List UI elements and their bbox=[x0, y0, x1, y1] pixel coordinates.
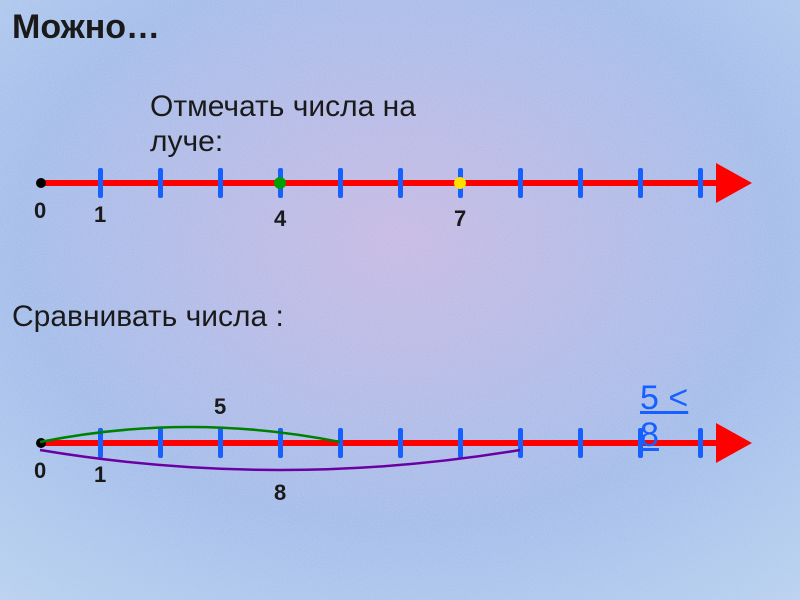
tick-mark bbox=[578, 428, 583, 458]
slide-title: Можно… bbox=[12, 8, 160, 47]
tick-mark bbox=[458, 428, 463, 458]
tick-mark bbox=[518, 168, 523, 198]
tick-mark bbox=[218, 428, 223, 458]
tick-mark bbox=[158, 168, 163, 198]
arrowhead-icon bbox=[716, 163, 752, 203]
tick-mark bbox=[338, 168, 343, 198]
axis-label: 1 bbox=[94, 462, 106, 488]
arrowhead-icon bbox=[716, 423, 752, 463]
axis-label: 0 bbox=[34, 458, 46, 484]
tick-mark bbox=[638, 168, 643, 198]
tick-mark bbox=[98, 168, 103, 198]
axis-label: 8 bbox=[274, 480, 286, 506]
origin-point bbox=[36, 178, 46, 188]
tick-mark bbox=[218, 168, 223, 198]
tick-mark bbox=[98, 428, 103, 458]
subtitle-line1: Отмечать числа на bbox=[150, 90, 416, 123]
number-ray-1: 0147 bbox=[40, 140, 770, 260]
axis-label: 5 bbox=[214, 394, 226, 420]
tick-mark bbox=[518, 428, 523, 458]
subtitle-compare-numbers: Сравнивать числа : bbox=[12, 300, 284, 334]
axis-label: 4 bbox=[274, 206, 286, 232]
axis-label: 0 bbox=[34, 198, 46, 224]
result-line1: 5 < bbox=[640, 379, 688, 417]
axis-line bbox=[40, 440, 720, 446]
tick-mark bbox=[338, 428, 343, 458]
tick-mark bbox=[698, 168, 703, 198]
tick-mark bbox=[578, 168, 583, 198]
marked-point bbox=[454, 177, 466, 189]
axis-label: 7 bbox=[454, 206, 466, 232]
tick-mark bbox=[698, 428, 703, 458]
tick-mark bbox=[398, 428, 403, 458]
result-line2: 8 bbox=[640, 416, 659, 454]
comparison-result: 5 < 8 bbox=[640, 380, 688, 455]
tick-mark bbox=[278, 428, 283, 458]
tick-mark bbox=[158, 428, 163, 458]
marked-point bbox=[274, 177, 286, 189]
slide: Можно… Отмечать числа на луче: 0147 Срав… bbox=[0, 0, 800, 600]
axis-line bbox=[40, 180, 720, 186]
axis-label: 1 bbox=[94, 202, 106, 228]
origin-point bbox=[36, 438, 46, 448]
tick-mark bbox=[398, 168, 403, 198]
